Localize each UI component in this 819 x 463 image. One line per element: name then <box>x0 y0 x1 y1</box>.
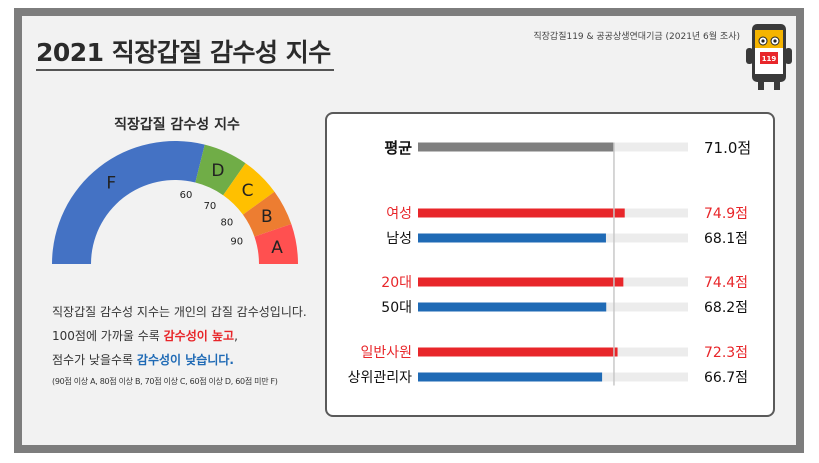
mascot-phone-icon: 119 <box>746 24 792 90</box>
description-line-2: 100점에 가까울 수록 감수성이 높고, <box>52 327 238 344</box>
bar-1 <box>418 208 625 218</box>
bar-category-label: 50대 <box>381 300 412 316</box>
bar-2 <box>418 233 606 243</box>
gauge-segment-b <box>242 191 292 237</box>
bar-category-label: 상위관리자 <box>347 370 412 386</box>
bar-category-label: 일반사원 <box>360 345 412 361</box>
description-line-3-prefix: 점수가 낮을수록 <box>52 353 137 367</box>
gauge-segment-c <box>223 163 275 215</box>
gauge-segment-a <box>254 223 298 264</box>
gauge-grade-label-c: C <box>242 181 254 201</box>
bar-value-label: 74.4점 <box>704 275 749 291</box>
title-underline <box>36 69 334 71</box>
description-line-2-suffix: , <box>234 329 238 343</box>
description-line-1: 직장갑질 감수성 지수는 개인의 갑질 감수성입니다. <box>52 305 307 319</box>
bar-4 <box>418 302 607 312</box>
mascot-badge: 119 <box>762 55 777 63</box>
gauge-threshold-label: 90 <box>230 237 243 248</box>
bar-value-label: 68.1점 <box>704 231 749 247</box>
high-sensitivity-highlight: 감수성이 높고 <box>163 329 235 343</box>
bar-value-label: 66.7점 <box>704 370 749 386</box>
gauge-grade-label-d: D <box>211 161 224 181</box>
bar-6 <box>418 372 603 382</box>
page-title: 2021 직장갑질 감수성 지수 <box>36 38 331 67</box>
gauge-segment-f <box>52 141 205 264</box>
bar-value-label: 71.0점 <box>704 139 752 157</box>
bar-category-label: 20대 <box>381 275 412 291</box>
bar-category-label: 평균 <box>384 139 412 157</box>
bar-3 <box>418 277 624 287</box>
bar-category-label: 남성 <box>386 231 412 247</box>
bar-value-label: 72.3점 <box>704 345 749 361</box>
bar-0 <box>418 142 614 152</box>
gauge-grade-label-a: A <box>271 238 283 258</box>
gauge-title: 직장갑질 감수성 지수 <box>114 117 240 133</box>
source-caption: 직장갑질119 & 공공상생연대기금 (2021년 6월 조사) <box>533 32 740 42</box>
gauge-grade-label-b: B <box>261 207 273 227</box>
bar-5 <box>418 347 618 357</box>
gauge-segment-d <box>195 144 246 196</box>
bar-category-label: 여성 <box>386 206 412 222</box>
gauge-threshold-label: 80 <box>221 218 234 229</box>
gauge-threshold-label: 60 <box>180 190 193 201</box>
bar-value-label: 68.2점 <box>704 300 749 316</box>
chart-panel <box>325 112 775 417</box>
bar-value-label: 74.9점 <box>704 206 749 222</box>
gauge-threshold-label: 70 <box>204 201 217 212</box>
grade-criteria-note: (90점 이상 A, 80점 이상 B, 70점 이상 C, 60점 이상 D,… <box>52 377 278 386</box>
bar-chart <box>418 142 688 386</box>
gauge-grade-label-f: F <box>106 173 116 193</box>
description-line-3: 점수가 낮을수록 감수성이 낮습니다. <box>52 351 234 368</box>
description-line-2-prefix: 100점에 가까울 수록 <box>52 329 164 343</box>
low-sensitivity-highlight: 감수성이 낮습니다. <box>136 353 234 367</box>
